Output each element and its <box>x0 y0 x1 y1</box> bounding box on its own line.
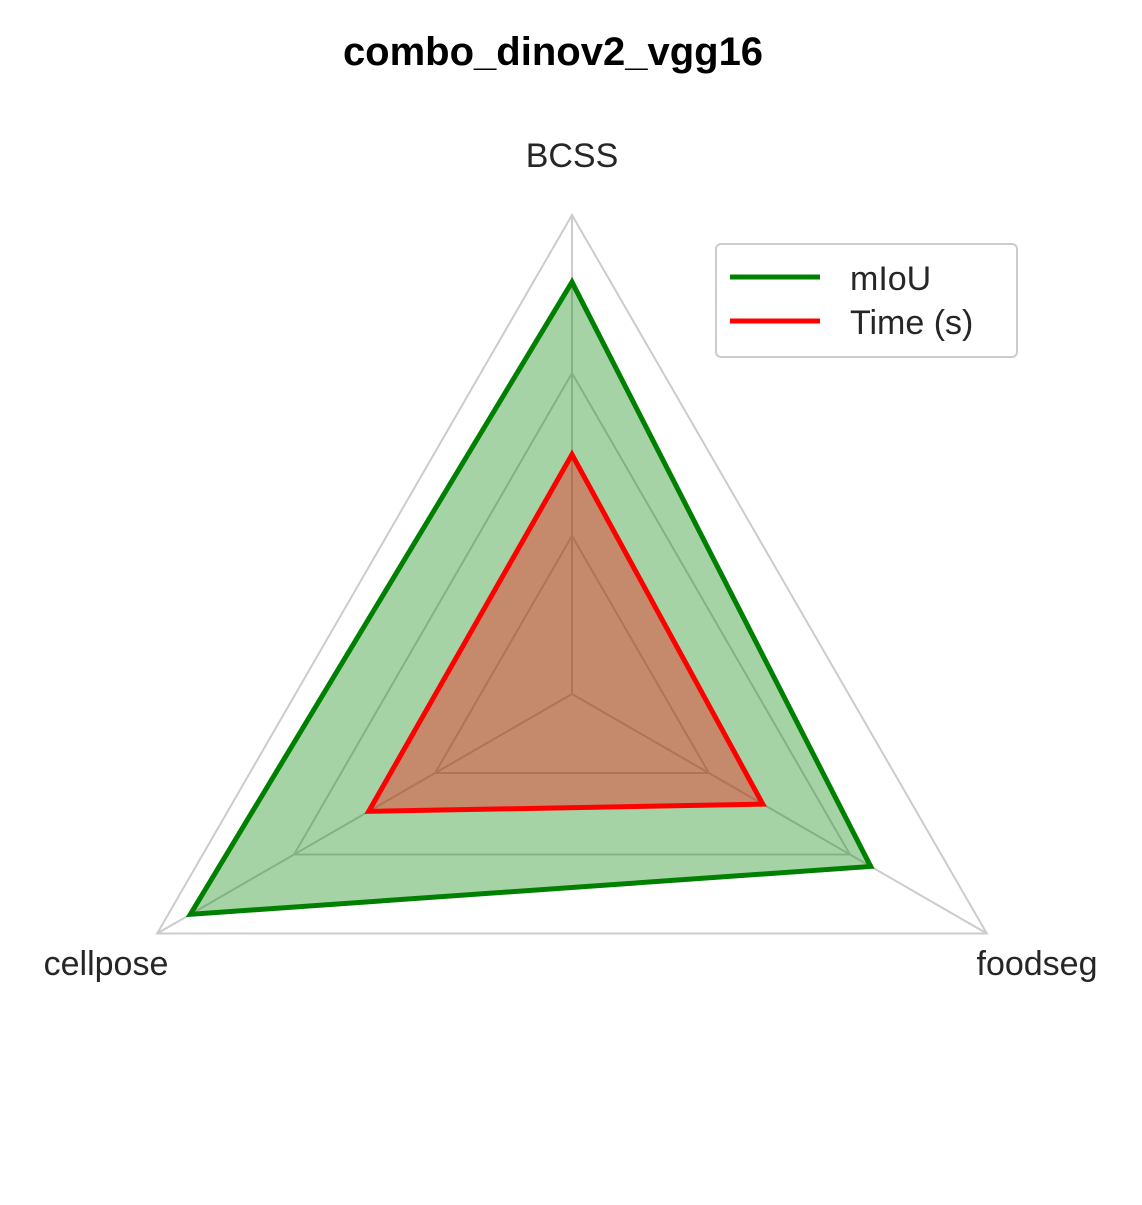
series-area-0 <box>190 282 871 915</box>
series-area-1 <box>368 454 763 812</box>
radar-spoke <box>571 693 988 935</box>
radar-grid-ring <box>155 213 989 935</box>
radar-grid-ring <box>292 371 852 856</box>
legend-box <box>715 243 1018 358</box>
radar-grid-ring <box>433 533 711 775</box>
radar-grid <box>155 213 989 935</box>
axis-label-bcss: BCSS <box>526 137 619 175</box>
radar-series <box>185 276 875 918</box>
axis-labels: BCSS cellpose foodseg <box>44 137 1098 983</box>
axis-label-cellpose: cellpose <box>44 945 169 983</box>
series-line-1 <box>364 449 767 814</box>
chart-title: combo_dinov2_vgg16 <box>343 30 763 74</box>
legend-label-time: Time (s) <box>850 304 973 342</box>
series-line-0 <box>185 276 875 918</box>
axis-label-foodseg: foodseg <box>977 945 1098 983</box>
legend: mIoU Time (s) <box>715 243 1018 358</box>
legend-label-miou: mIoU <box>850 260 931 298</box>
